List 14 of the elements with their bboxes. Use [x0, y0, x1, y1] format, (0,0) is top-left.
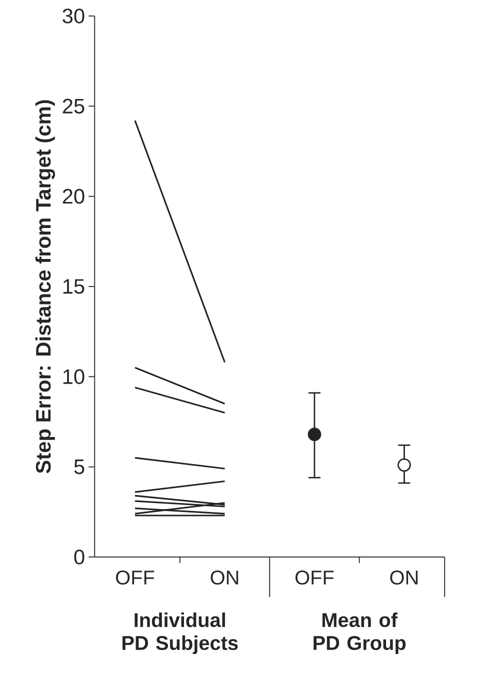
x-tick-label: OFF	[116, 570, 154, 585]
y-tick-label: 10	[63, 369, 84, 384]
y-tick-label: 5	[74, 460, 84, 474]
y-tick-label: 0	[74, 550, 84, 564]
text: Individual PD Subjects	[122, 612, 238, 654]
y-tick-label: 30	[62, 8, 84, 24]
text: Mean of PD Group	[314, 612, 406, 654]
x-tick-label: OFF	[296, 570, 334, 585]
y-tick-label: 20	[62, 188, 84, 204]
y-tick-label: 25	[62, 98, 84, 114]
y-tick-label: 15	[63, 279, 84, 294]
x-tick-label: ON	[390, 570, 418, 585]
x-tick-label: ON	[210, 570, 238, 585]
y-axis-title: Step Error: Distance from Target (cm)	[35, 100, 55, 474]
